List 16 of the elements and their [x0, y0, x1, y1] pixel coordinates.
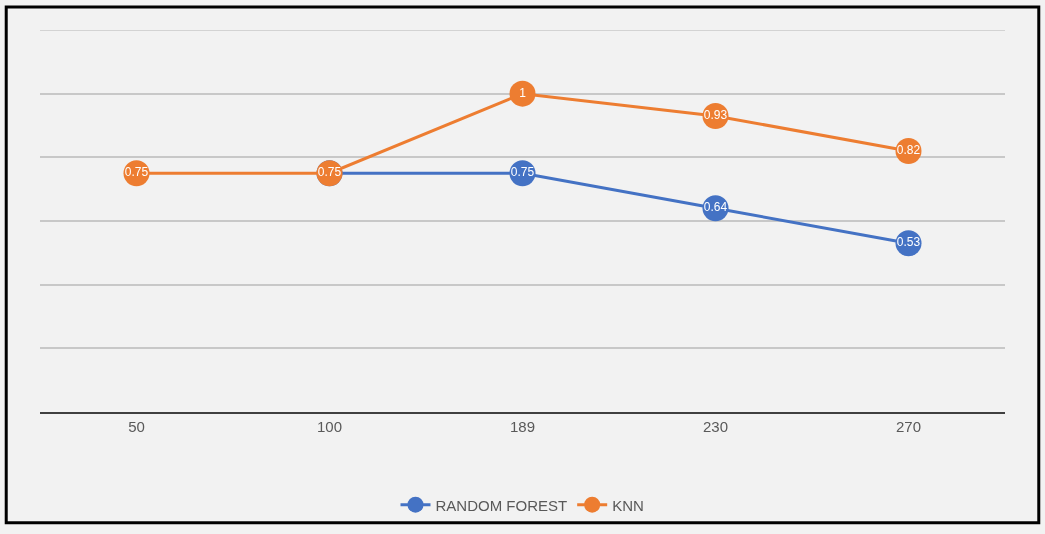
data-label: 0.53 [896, 235, 921, 250]
data-label: 0.82 [896, 142, 921, 157]
x-tick-label: 230 [702, 418, 729, 435]
legend-label: RANDOM FOREST [435, 496, 568, 514]
data-label: 0.64 [703, 200, 728, 215]
point [509, 80, 536, 107]
data-label: 0.75 [510, 165, 535, 180]
x-tick-label: 50 [128, 418, 145, 435]
data-label: 0.93 [703, 107, 728, 122]
data-label: 1 [519, 85, 527, 100]
x-tick-label: 100 [316, 418, 343, 435]
x-tick-label: 270 [895, 418, 922, 435]
data-label: 0.75 [124, 165, 149, 180]
legend-label: KNN [612, 496, 644, 514]
data-label: 0.75 [317, 165, 342, 180]
x-tick-label: 189 [509, 418, 536, 435]
